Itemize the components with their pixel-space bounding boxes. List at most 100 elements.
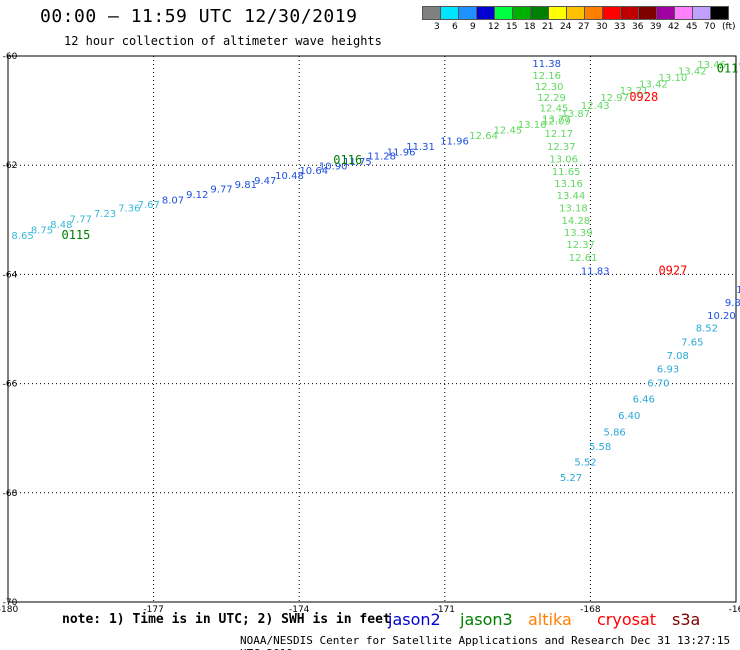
colorbar-label: 3 xyxy=(434,22,440,32)
x-tick-label: -16 xyxy=(729,605,740,615)
time-label: 0928 xyxy=(629,90,658,104)
colorbar-label: 30 xyxy=(596,22,608,32)
data-point: 12.97 xyxy=(600,93,629,104)
data-point: 13.39 xyxy=(564,228,593,239)
data-point: 9.83 xyxy=(725,298,740,309)
data-point: 12.09 xyxy=(542,116,571,127)
chart-subtitle: 12 hour collection of altimeter wave hei… xyxy=(64,34,382,48)
data-point: 8.75 xyxy=(31,225,53,236)
y-tick-label: -70 xyxy=(3,598,18,608)
data-point: 13.18 xyxy=(559,204,588,215)
data-point: 7.77 xyxy=(70,215,92,226)
x-tick-label: -177 xyxy=(143,605,163,615)
satellite-legend-jason2: jason2 xyxy=(388,610,441,629)
data-point: 7.67 xyxy=(138,200,160,211)
colorbar-label: 24 xyxy=(560,22,572,32)
data-point: 12.43 xyxy=(581,101,610,112)
data-point: 8.48 xyxy=(50,220,72,231)
data-point: 11.48 xyxy=(736,285,740,296)
colorbar-label: 18 xyxy=(524,22,536,32)
data-point: 6.93 xyxy=(657,365,679,376)
data-point: 13.10 xyxy=(659,73,688,84)
colorbar-label: 39 xyxy=(650,22,662,32)
data-point: 13.77 xyxy=(542,115,571,126)
colorbar-label: 9 xyxy=(470,22,476,32)
data-point: 12.45 xyxy=(540,104,569,115)
data-point: 11.28 xyxy=(367,152,396,163)
data-point: 13.21 xyxy=(620,86,649,97)
data-point: 8.52 xyxy=(696,324,718,335)
colorbar-label: 42 xyxy=(668,22,680,32)
data-point: 11.96 xyxy=(440,136,469,147)
satellite-legend-cryosat: cryosat xyxy=(597,610,657,629)
data-point: 10.20 xyxy=(707,311,736,322)
colorbar-label: (ft) xyxy=(722,22,736,32)
colorbar-label: 36 xyxy=(632,22,644,32)
data-point: 12.45 xyxy=(494,126,523,137)
y-tick-label: -64 xyxy=(3,270,18,280)
colorbar-label: 70 xyxy=(704,22,716,32)
data-point: 13.46 xyxy=(697,60,726,71)
data-point: 13.44 xyxy=(557,191,586,202)
data-point: 6.70 xyxy=(647,378,669,389)
data-point: 7.36 xyxy=(118,204,140,215)
x-tick-label: -171 xyxy=(435,605,455,615)
satellite-legend-jason3: jason3 xyxy=(460,610,513,629)
data-point: 12.61 xyxy=(569,253,598,264)
colorbar-label: 45 xyxy=(686,22,698,32)
plot-frame xyxy=(7,55,737,603)
colorbar-label: 21 xyxy=(542,22,554,32)
data-point: 10.90 xyxy=(319,162,348,173)
data-point: 6.46 xyxy=(633,395,655,406)
data-point: 13.16 xyxy=(518,120,547,131)
colorbar-label: 33 xyxy=(614,22,626,32)
data-point: 13.06 xyxy=(549,154,578,165)
data-point: 9.47 xyxy=(254,176,276,187)
data-point: 8.07 xyxy=(162,195,184,206)
y-tick-label: -66 xyxy=(3,380,18,390)
data-point: 7.65 xyxy=(681,337,703,348)
satellite-legend-s3a: s3a xyxy=(672,610,701,629)
data-point: 7.08 xyxy=(667,351,689,362)
footer-credit: NOAA/NESDIS Center for Satellite Applica… xyxy=(240,634,731,650)
time-label: 0117 xyxy=(717,61,740,75)
data-point: 13.16 xyxy=(554,179,583,190)
data-point: 13.87 xyxy=(562,109,591,120)
data-point: 9.77 xyxy=(210,185,232,196)
data-point: 12.37 xyxy=(547,142,576,153)
data-point: 7.23 xyxy=(94,209,116,220)
data-point: 5.52 xyxy=(574,458,596,469)
data-point: 9.12 xyxy=(186,190,208,201)
data-point: 11.65 xyxy=(552,167,581,178)
footer-note: note: 1) Time is in UTC; 2) SWH is in fe… xyxy=(62,612,391,627)
data-point: 5.58 xyxy=(589,442,611,453)
y-tick-label: -68 xyxy=(3,489,18,499)
data-point: 5.86 xyxy=(604,427,626,438)
satellite-legend-altika: altika xyxy=(528,610,572,629)
colorbar-label: 12 xyxy=(488,22,500,32)
colorbar-label: 6 xyxy=(452,22,458,32)
data-point: 10.64 xyxy=(299,166,328,177)
y-tick-label: -60 xyxy=(3,52,18,62)
data-point: 11.96 xyxy=(387,147,416,158)
data-point: 6.40 xyxy=(618,411,640,422)
data-point: 5.27 xyxy=(560,473,582,484)
colorbar-label: 15 xyxy=(506,22,518,32)
data-point: 10.48 xyxy=(275,171,304,182)
data-point: 11.31 xyxy=(406,142,435,153)
data-point: 8.65 xyxy=(11,231,33,242)
time-label: 0115 xyxy=(61,228,90,242)
data-point: 12.17 xyxy=(545,129,574,140)
data-point: 12.64 xyxy=(469,131,498,142)
colorbar-swatch xyxy=(710,6,729,20)
colorbar-label: 27 xyxy=(578,22,590,32)
data-point: 12.29 xyxy=(537,93,566,104)
data-point: 11.38 xyxy=(532,59,561,70)
chart-title: 00:00 – 11:59 UTC 12/30/2019 xyxy=(40,6,358,27)
data-point: 11.75 xyxy=(343,157,372,168)
data-point: 11.83 xyxy=(581,266,610,277)
x-tick-label: -168 xyxy=(580,605,601,615)
data-point: 14.28 xyxy=(562,216,591,227)
